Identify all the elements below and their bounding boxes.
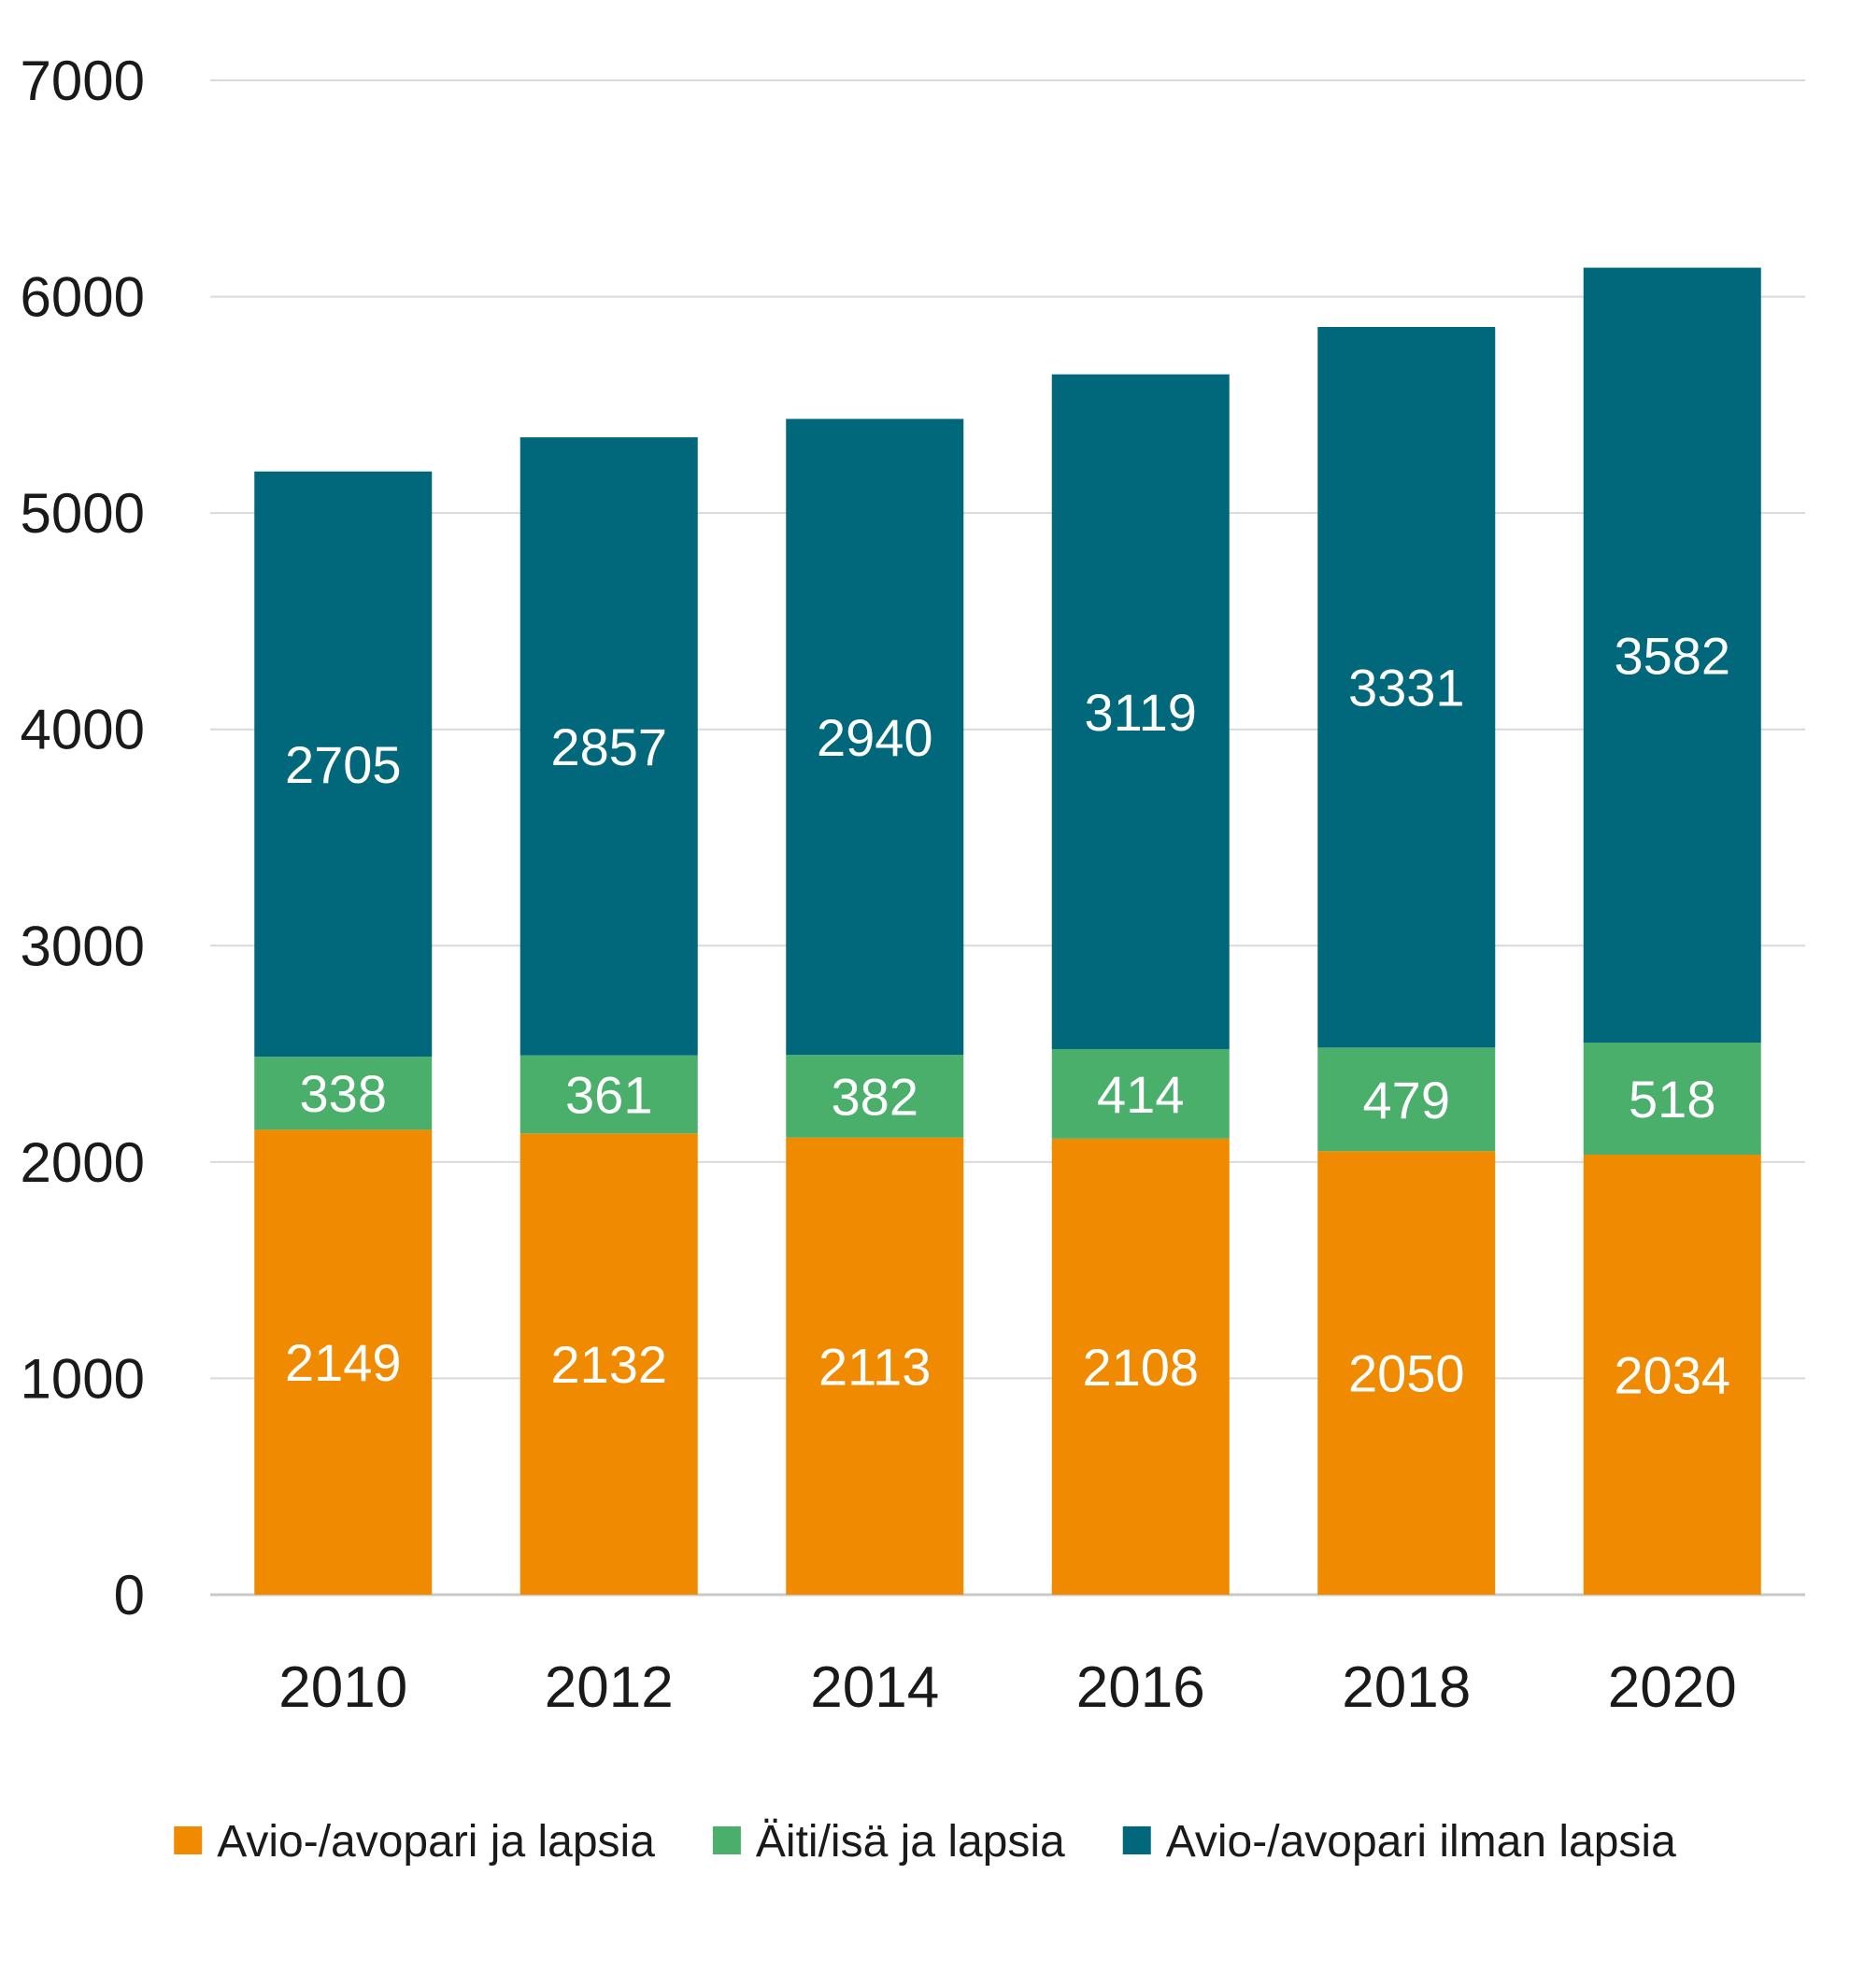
y-tick-label: 0 [114,1564,145,1626]
legend-swatch [712,1826,741,1854]
bar-segment [519,1133,698,1595]
data-label: 2149 [285,1333,402,1392]
bar-segment [1051,1048,1230,1139]
bar-segment [786,1137,964,1595]
data-label: 2034 [1614,1345,1730,1404]
bar-segment [1317,1047,1496,1152]
data-labels: 2149 338 2705 2132 361 2857 2113 382 2940 2108 414… [285,626,1730,1404]
x-tick-label: 2010 [278,1655,407,1720]
bar-segment [254,1129,433,1595]
y-tick-label: 3000 [21,915,145,977]
y-tick-label: 4000 [21,699,145,761]
data-label: 518 [1629,1070,1715,1129]
data-label: 2132 [550,1335,667,1394]
data-label: 2705 [285,735,402,794]
bar-segment [254,471,433,1058]
y-tick-label: 7000 [21,50,145,112]
data-label: 338 [300,1064,387,1123]
bars [254,267,1761,1595]
gridlines [210,79,1805,1597]
y-tick-label: 6000 [21,266,145,329]
bar-segment [1051,1138,1230,1595]
bar-segment [519,1055,698,1134]
legend: Avio-/avopari ja lapsia Äiti/isä ja lapsi… [174,1817,1676,1867]
x-axis-ticks: 2010 2012 2014 2016 2018 2020 [278,1655,1736,1720]
y-tick-label: 5000 [21,482,145,545]
data-label: 2050 [1348,1344,1465,1403]
legend-label: Äiti/isä ja lapsia [756,1817,1065,1867]
y-tick-label: 2000 [21,1131,145,1194]
bar-segment [1583,1154,1761,1595]
bar-segment [519,437,698,1056]
bar-segment [1583,267,1761,1044]
data-label: 479 [1363,1071,1450,1129]
bar-segment [1051,374,1230,1049]
bar-segment [1317,326,1496,1048]
x-tick-label: 2012 [545,1655,674,1720]
x-tick-label: 2014 [810,1655,939,1720]
bar-segment [786,1055,964,1138]
data-label: 3582 [1614,626,1730,685]
legend-label: Avio-/avopari ja lapsia [217,1817,655,1867]
x-tick-label: 2016 [1076,1655,1205,1720]
data-label: 414 [1097,1065,1184,1124]
data-label: 382 [832,1067,918,1126]
y-tick-label: 1000 [21,1347,145,1410]
data-label: 3119 [1085,683,1197,742]
bar-segment [1317,1151,1496,1595]
data-label: 2940 [817,708,933,767]
y-axis-ticks: 0 1000 2000 3000 4000 5000 6000 7000 [21,50,145,1626]
bar-segment [254,1057,433,1130]
x-tick-label: 2018 [1342,1655,1471,1720]
data-label: 361 [565,1065,652,1124]
x-tick-label: 2020 [1608,1655,1737,1720]
legend-label: Avio-/avopari ilman lapsia [1166,1817,1676,1867]
legend-swatch [1122,1826,1151,1854]
data-label: 2108 [1082,1338,1199,1397]
bar-segment [1583,1043,1761,1155]
data-label: 2857 [550,717,667,776]
data-label: 2113 [818,1337,931,1396]
bar-segment [786,419,964,1056]
legend-swatch [174,1826,203,1854]
data-label: 3331 [1348,659,1465,717]
